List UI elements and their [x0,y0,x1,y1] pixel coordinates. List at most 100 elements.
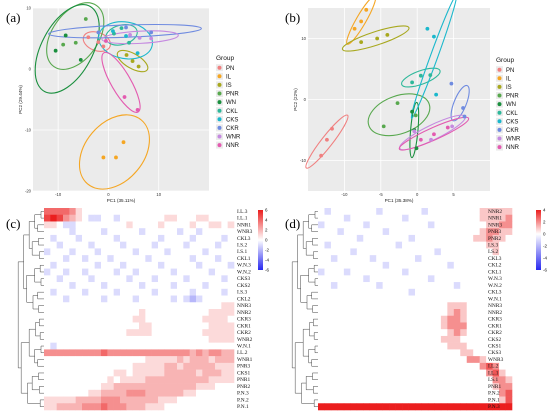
heatmap-row-label: I.L.3 [237,209,248,215]
heatmap-cell [402,335,409,343]
heatmap-cell [350,268,358,276]
heatmap-cell [369,241,377,249]
heatmap-cell [227,389,235,397]
heatmap-cell [402,234,409,242]
heatmap-cell [356,369,364,377]
heatmap-cell [505,288,513,296]
heatmap-cell [202,268,209,276]
heatmap-cell [479,255,487,263]
heatmap-cell [350,329,358,337]
heatmap-cell [486,356,493,364]
heatmap-cell [499,275,506,283]
heatmap-cell [82,322,89,330]
heatmap-cell [389,376,396,384]
heatmap-cell [94,241,102,249]
heatmap-cell [395,255,403,263]
heatmap-cell [460,376,468,384]
heatmap-cell [473,214,480,222]
heatmap-cell [170,335,178,343]
group-ellipse-wn [409,101,420,159]
group-ellipse-il [78,114,150,190]
heatmap-cell [63,208,70,216]
heatmap-cell [479,221,487,229]
heatmap-cell [164,248,171,256]
heatmap-cell [69,208,76,216]
heatmap-cell [376,221,383,229]
heatmap-cell [126,295,133,303]
heatmap-cell [75,335,83,343]
heatmap-cell [221,335,228,343]
heatmap-cell [120,248,127,256]
heatmap-cell [440,221,448,229]
heatmap-cell [337,214,345,222]
heatmap-cell [337,329,345,337]
heatmap-cell [330,214,338,222]
heatmap-cell [447,241,455,249]
heatmap-cell [453,208,461,216]
data-point-is [385,32,390,37]
heatmap-cell [151,255,159,263]
heatmap-cell [126,356,133,364]
heatmap-cell [183,228,190,236]
heatmap-cell [395,214,403,222]
heatmap-cell [151,234,159,242]
heatmap-cell [376,234,383,242]
heatmap-cell [363,234,371,242]
dendrogram-branch [311,359,318,367]
heatmap-cell [421,208,429,216]
heatmap-cell [215,329,222,337]
heatmap-cell [330,309,338,317]
heatmap-cell [170,214,178,222]
heatmap-cell [132,403,140,411]
heatmap-cell [427,261,435,269]
heatmap-cell [492,403,500,411]
heatmap-cell [88,234,95,242]
heatmap-cell [221,396,228,404]
heatmap-cell [492,389,500,397]
heatmap-cell [434,302,442,310]
heatmap-cell [44,214,51,222]
dendrogram-branch [28,221,35,249]
heatmap-cell [505,248,513,256]
heatmap-cell [215,255,222,263]
heatmap-cell [447,315,455,323]
heatmap-cell [164,261,171,269]
heatmap-cell [44,362,51,370]
heatmap-cell [164,329,171,337]
heatmap-row-label: I.L.1 [488,370,499,376]
heatmap-cell [492,208,500,216]
heatmap-cell [434,329,442,337]
legend-swatch-ckr [497,127,502,132]
heatmap-cell [215,383,222,391]
heatmap-cell [177,376,184,384]
heatmap-cell [139,282,146,290]
heatmap-cell [447,255,455,263]
heatmap-cell [350,309,358,317]
heatmap-cell [44,261,51,269]
heatmap-cell [350,248,358,256]
heatmap-cell [376,376,383,384]
heatmap-cell [139,383,146,391]
heatmap-cell [499,208,506,216]
heatmap-cell [107,255,114,263]
heatmap-cell [94,275,102,283]
heatmap-cell [376,315,383,323]
heatmap-cell [145,282,152,290]
heatmap-cell [505,335,513,343]
heatmap-cell [363,282,371,290]
heatmap-cell [183,403,190,411]
heatmap-cell [440,248,448,256]
heatmap-cell [460,234,468,242]
heatmap-cell [63,322,70,330]
heatmap-cell [63,288,70,296]
heatmap-cell [50,369,57,377]
y-tick-label: -20 [25,188,32,193]
data-point-wnr [429,137,433,142]
heatmap-cell [183,389,190,397]
heatmap-row-label: CKS2 [488,337,501,343]
heatmap-cell [421,322,429,330]
heatmap-cell [227,322,235,330]
heatmap-cell [88,396,95,404]
heatmap-cell [363,322,371,330]
heatmap-cell [50,228,57,236]
